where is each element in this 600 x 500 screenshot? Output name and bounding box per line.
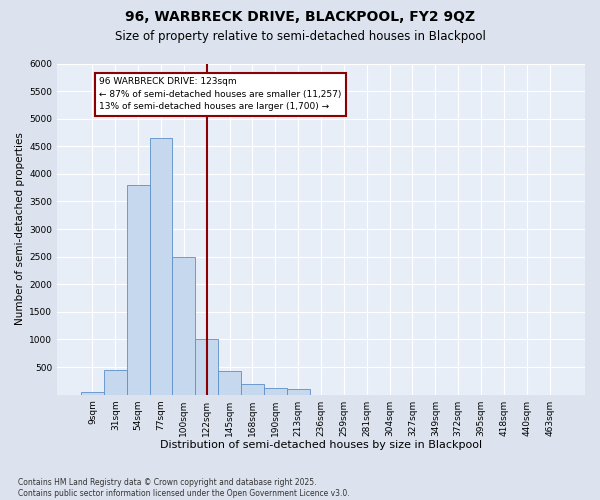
Bar bbox=[218, 372, 241, 394]
Text: 96 WARBRECK DRIVE: 123sqm
← 87% of semi-detached houses are smaller (11,257)
13%: 96 WARBRECK DRIVE: 123sqm ← 87% of semi-… bbox=[100, 78, 341, 112]
Bar bbox=[196, 340, 218, 394]
Bar bbox=[287, 389, 310, 394]
Bar bbox=[172, 256, 196, 394]
Text: Contains HM Land Registry data © Crown copyright and database right 2025.
Contai: Contains HM Land Registry data © Crown c… bbox=[18, 478, 350, 498]
Text: Size of property relative to semi-detached houses in Blackpool: Size of property relative to semi-detach… bbox=[115, 30, 485, 43]
X-axis label: Distribution of semi-detached houses by size in Blackpool: Distribution of semi-detached houses by … bbox=[160, 440, 482, 450]
Bar bbox=[104, 370, 127, 394]
Bar bbox=[264, 388, 287, 394]
Bar bbox=[149, 138, 172, 394]
Bar bbox=[241, 384, 264, 394]
Text: 96, WARBRECK DRIVE, BLACKPOOL, FY2 9QZ: 96, WARBRECK DRIVE, BLACKPOOL, FY2 9QZ bbox=[125, 10, 475, 24]
Bar bbox=[81, 392, 104, 394]
Bar bbox=[127, 185, 149, 394]
Y-axis label: Number of semi-detached properties: Number of semi-detached properties bbox=[15, 132, 25, 326]
